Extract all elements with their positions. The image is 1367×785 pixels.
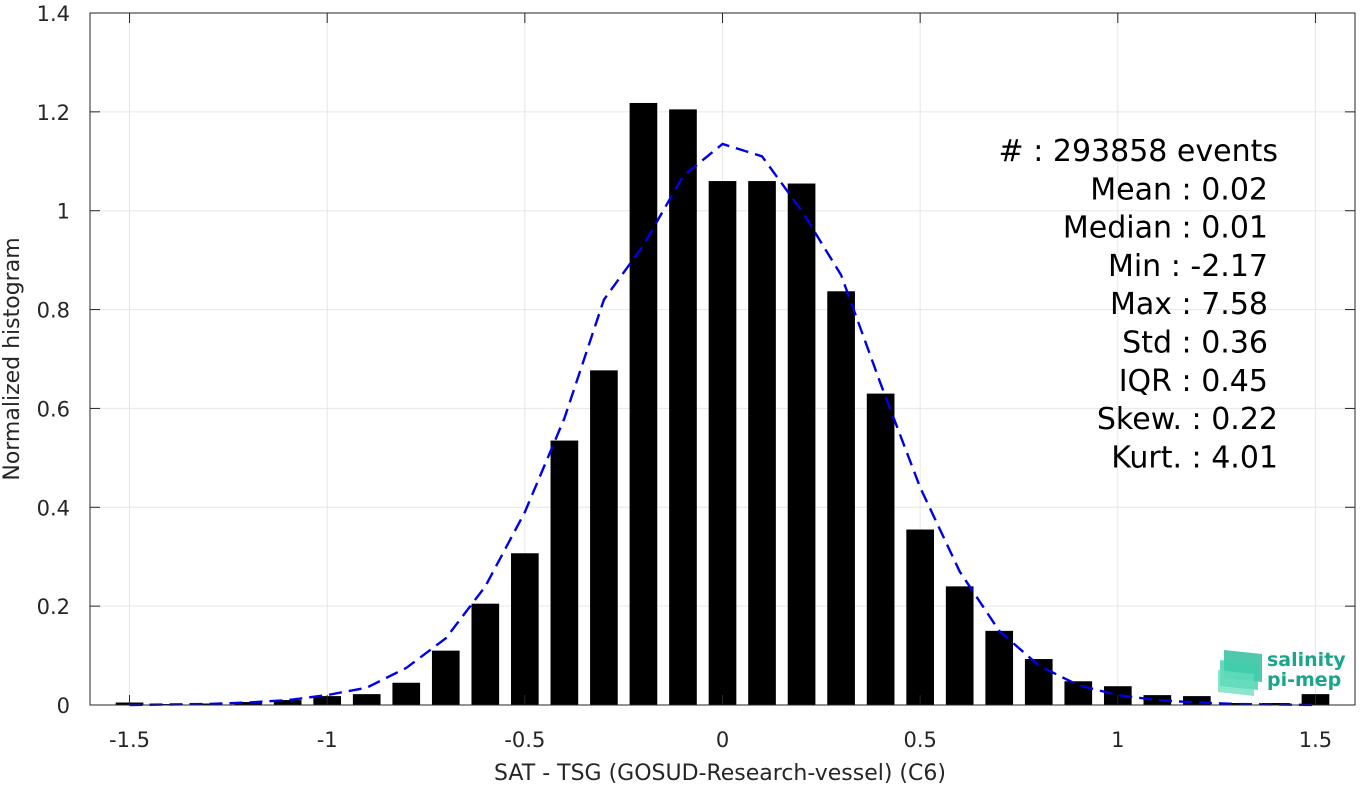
fit-curve (129, 142, 1316, 707)
histogram-bar (273, 700, 302, 705)
x-tick-label: -0.5 (504, 728, 545, 752)
histogram-bar (1143, 695, 1172, 705)
tick-labels: -1.5 -1 -0.5 0 0.5 1 1.5 0 0.2 0.4 0.6 0.8 1 1.2 1.4 (37, 2, 1333, 752)
y-tick-label: 1 (57, 200, 70, 224)
stats-line: Max : 7.58 (1110, 287, 1268, 322)
stats-line: Skew. : 0.22 (1097, 402, 1278, 437)
histogram-bar (590, 370, 618, 705)
x-tick-label: -1 (317, 728, 338, 752)
histogram-bar (945, 586, 974, 705)
y-tick-label: 1.4 (37, 2, 70, 26)
stats-line: Std : 0.36 (1122, 326, 1268, 361)
logo-line2: pi-mep (1267, 669, 1341, 691)
histogram-bar (669, 109, 697, 705)
histogram-bar (708, 181, 737, 706)
x-tick-label: 0 (716, 728, 729, 752)
x-tick-label: 1.5 (1299, 728, 1332, 752)
histogram-bar (787, 183, 816, 705)
histogram-bar (352, 694, 381, 705)
logo-line1: salinity (1267, 649, 1346, 671)
stats-line: Kurt. : 4.01 (1111, 440, 1278, 475)
y-tick-label: 1.2 (37, 101, 70, 125)
stats-line: Min : -2.17 (1108, 249, 1268, 284)
histogram-bar (550, 440, 579, 705)
histogram-bar (431, 650, 460, 705)
stats-line: IQR : 0.45 (1119, 364, 1268, 399)
histogram-bar (629, 102, 658, 705)
y-tick-label: 0.2 (37, 595, 70, 619)
histogram-bar (1262, 703, 1290, 705)
x-tick-label: 0.5 (903, 728, 936, 752)
histogram-bar (392, 682, 421, 705)
logo-waves-icon (1218, 650, 1262, 696)
y-tick-label: 0.8 (37, 299, 70, 323)
histogram-bar (1222, 703, 1251, 705)
y-tick-label: 0.6 (37, 397, 70, 421)
histogram-bar (1064, 681, 1093, 705)
histogram-bar (906, 529, 934, 705)
stats-line: Median : 0.01 (1063, 211, 1268, 246)
histogram-bar (1024, 659, 1053, 705)
axes (89, 12, 1356, 706)
histogram-bar (511, 553, 539, 705)
y-tick-label: 0 (57, 694, 70, 718)
histogram-bar (748, 181, 776, 706)
histogram-bar (234, 702, 262, 705)
histogram-bar (866, 393, 895, 705)
histogram-bar (194, 703, 223, 705)
histogram-bar (985, 630, 1014, 705)
stats-line: # : 293858 events (999, 134, 1278, 169)
x-tick-label: -1.5 (109, 728, 150, 752)
histogram-bar (827, 291, 855, 705)
x-axis-title: SAT - TSG (GOSUD-Research-vessel) (C6) (494, 761, 946, 785)
salinity-pi-mep-logo: salinity pi-mep (1218, 649, 1346, 696)
y-axis-title: Normalized histogram (0, 237, 25, 480)
histogram-bar (1183, 696, 1211, 705)
stats-line: Mean : 0.02 (1090, 172, 1268, 207)
x-tick-label: 1 (1111, 728, 1124, 752)
y-tick-label: 0.4 (37, 496, 70, 520)
histogram-bars (115, 102, 1330, 706)
histogram-bar (471, 603, 500, 705)
